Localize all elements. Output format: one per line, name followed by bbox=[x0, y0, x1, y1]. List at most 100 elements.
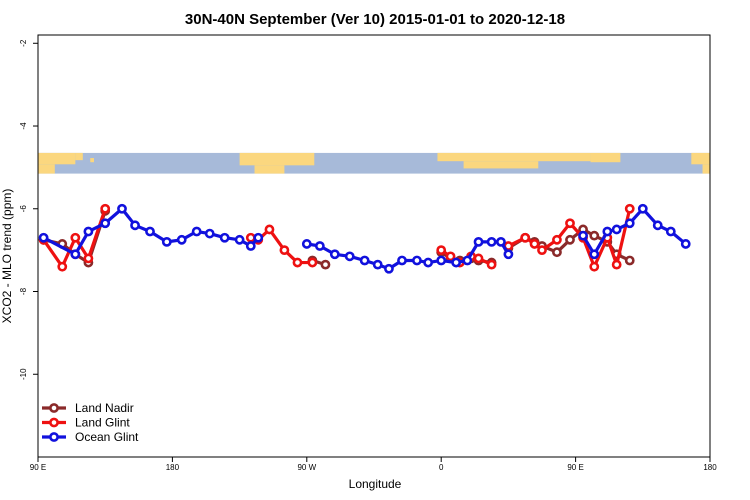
legend-item: Land Nadir bbox=[42, 401, 134, 415]
data-point bbox=[637, 203, 648, 214]
x-axis-label: Longitude bbox=[349, 477, 402, 491]
chart-title: 30N-40N September (Ver 10) 2015-01-01 to… bbox=[185, 11, 565, 28]
data-point bbox=[161, 236, 172, 247]
x-tick-label: 90 E bbox=[30, 463, 46, 472]
data-point bbox=[624, 255, 635, 266]
data-point bbox=[100, 218, 111, 229]
world-map-band bbox=[38, 152, 710, 174]
map-land bbox=[38, 164, 55, 174]
data-point bbox=[503, 249, 514, 260]
data-point bbox=[436, 255, 447, 266]
data-point bbox=[83, 226, 94, 237]
data-point bbox=[301, 239, 312, 249]
data-point bbox=[384, 263, 394, 274]
data-point bbox=[412, 255, 422, 266]
data-point bbox=[191, 226, 202, 237]
legend-item: Ocean Glint bbox=[42, 430, 139, 444]
data-point bbox=[611, 224, 622, 235]
data-point bbox=[83, 253, 94, 264]
map-land bbox=[437, 152, 591, 162]
data-point bbox=[680, 239, 691, 249]
data-point bbox=[611, 259, 622, 270]
data-point bbox=[552, 234, 562, 245]
data-point bbox=[245, 232, 256, 243]
data-point bbox=[473, 253, 484, 264]
x-axis: 90 E 180 90 W 0 90 E 180 bbox=[30, 457, 717, 472]
data-point bbox=[117, 203, 127, 214]
data-point bbox=[176, 234, 187, 245]
data-point bbox=[552, 247, 562, 258]
data-point bbox=[652, 220, 663, 231]
data-point bbox=[279, 245, 290, 256]
data-point bbox=[245, 241, 256, 251]
data-point bbox=[473, 236, 484, 247]
data-point bbox=[100, 203, 111, 214]
data-point bbox=[462, 255, 473, 266]
data-point bbox=[436, 245, 447, 256]
data-point bbox=[359, 255, 370, 266]
legend-label: Land Nadir bbox=[75, 401, 134, 415]
series-land-glint bbox=[38, 203, 635, 272]
data-point bbox=[589, 249, 600, 260]
data-point bbox=[292, 257, 303, 268]
legend-swatch-marker bbox=[49, 432, 59, 442]
data-point bbox=[445, 251, 456, 262]
data-point bbox=[344, 251, 355, 262]
data-point bbox=[624, 203, 635, 214]
x-tick-label: 0 bbox=[439, 463, 444, 472]
data-point bbox=[397, 255, 407, 266]
data-point bbox=[520, 232, 531, 243]
map-land bbox=[691, 152, 710, 165]
y-tick-label: -6 bbox=[19, 205, 28, 213]
data-point bbox=[253, 232, 264, 243]
x-tick-label: 180 bbox=[166, 463, 180, 472]
data-point bbox=[602, 226, 613, 237]
map-land bbox=[239, 152, 315, 166]
x-tick-label: 90 W bbox=[297, 463, 316, 472]
x-tick-label: 90 E bbox=[567, 463, 583, 472]
data-point bbox=[70, 249, 81, 260]
data-point bbox=[264, 224, 275, 235]
map-land bbox=[254, 165, 285, 174]
data-point bbox=[307, 257, 318, 268]
data-point bbox=[38, 232, 49, 243]
y-tick-label: -4 bbox=[19, 122, 28, 130]
legend-label: Ocean Glint bbox=[75, 430, 139, 444]
data-point bbox=[314, 241, 325, 251]
y-tick-label: -8 bbox=[19, 287, 28, 295]
legend-item: Land Glint bbox=[42, 416, 130, 430]
y-axis-label: XCO2 - MLO trend (ppm) bbox=[0, 189, 14, 324]
map-land bbox=[702, 164, 710, 174]
data-point bbox=[589, 230, 600, 241]
data-point bbox=[130, 220, 140, 231]
data-point bbox=[70, 232, 81, 243]
y-tick-label: -2 bbox=[19, 39, 28, 47]
map-land bbox=[590, 152, 621, 163]
data-point bbox=[565, 234, 575, 245]
data-point bbox=[145, 226, 155, 237]
data-point bbox=[486, 259, 497, 270]
data-point bbox=[486, 236, 497, 247]
data-point bbox=[423, 257, 434, 268]
data-point bbox=[234, 234, 245, 245]
map-land bbox=[463, 161, 539, 169]
map-land bbox=[90, 158, 94, 163]
data-point bbox=[57, 261, 68, 272]
series-layer bbox=[38, 203, 691, 274]
y-tick-label: -10 bbox=[19, 368, 28, 380]
data-point bbox=[329, 249, 340, 260]
data-point bbox=[219, 232, 230, 243]
data-point bbox=[320, 259, 331, 270]
series-ocean-glint bbox=[38, 203, 691, 274]
x-tick-label: 180 bbox=[703, 463, 717, 472]
legend-swatch-marker bbox=[49, 403, 59, 413]
map-land bbox=[38, 152, 76, 165]
y-axis: -2 -4 -6 -8 -10 bbox=[19, 39, 38, 380]
data-point bbox=[578, 230, 588, 241]
data-point bbox=[496, 236, 506, 247]
map-land bbox=[75, 152, 83, 161]
data-point bbox=[665, 226, 676, 237]
plot-frame bbox=[37, 34, 711, 458]
